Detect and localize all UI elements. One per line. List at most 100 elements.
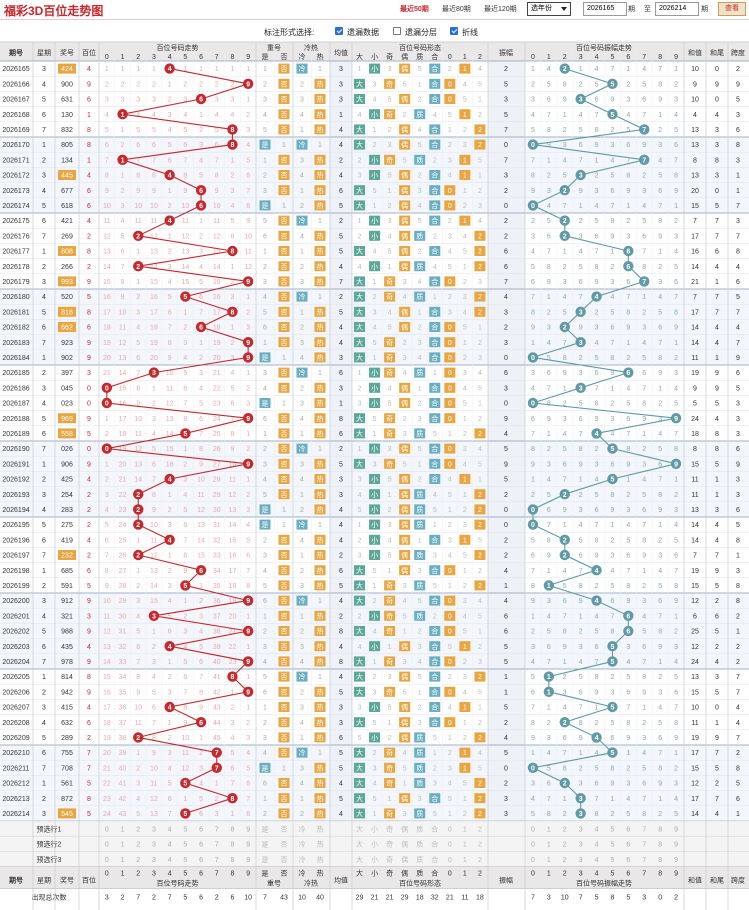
- link-recent-80[interactable]: 最近80期: [442, 6, 471, 13]
- amp-miss-cell: 7: [658, 477, 662, 484]
- hotcold-mark: 热: [317, 505, 324, 514]
- amp-miss-cell: 3: [531, 233, 535, 240]
- digit-miss-cell: 3: [199, 765, 203, 772]
- sum-cell: 11: [691, 492, 698, 499]
- repeat-mark-bg: [278, 656, 290, 667]
- repeat-mark-bg: [278, 109, 290, 120]
- amp-miss-cell: 8: [642, 537, 646, 544]
- preselect-opt: 偶: [401, 825, 408, 834]
- amp-miss-cell: 5: [626, 674, 630, 681]
- repeat-mark: 否: [281, 187, 288, 195]
- query-button[interactable]: 查看: [718, 2, 746, 16]
- form-header-4: 质: [416, 52, 423, 61]
- form-miss: 3: [358, 401, 362, 408]
- issue-cell: 2026170: [2, 142, 29, 149]
- form-miss: 2: [448, 142, 452, 149]
- digit-miss-cell: 29: [213, 492, 221, 499]
- form-mark: 0: [448, 325, 452, 332]
- issue-cell: 2026195: [2, 522, 29, 529]
- amp-miss-cell: 6: [626, 279, 630, 286]
- repeat-miss: 3: [263, 735, 267, 742]
- hotcold-miss: 2: [300, 629, 304, 636]
- missing-data-checkbox[interactable]: [335, 27, 343, 35]
- digit-miss-cell: 2: [246, 720, 250, 727]
- avg-cell-bg: [330, 638, 352, 654]
- form-mark: 0: [448, 659, 452, 666]
- form-mark-bg: [459, 702, 471, 712]
- year-select[interactable]: 选年份: [527, 2, 571, 16]
- form-mark: 质: [416, 292, 423, 301]
- preselect-row-bg: [0, 836, 749, 852]
- amp-miss-cell: 2: [531, 218, 535, 225]
- hotcold-mark-bg: [314, 352, 326, 363]
- digit-miss-cell: 8: [136, 385, 140, 392]
- week-cell: 7: [42, 340, 46, 347]
- form-mark: 大: [356, 748, 363, 757]
- avg-cell-bg: [330, 213, 352, 229]
- missing-layer-checkbox[interactable]: [393, 27, 401, 35]
- form-mark-bg: [444, 200, 456, 211]
- form-mark: 奇: [386, 414, 393, 423]
- form-mark: 偶: [401, 444, 408, 453]
- repeat-miss: 6: [263, 233, 267, 240]
- form-mark-bg: [474, 291, 486, 302]
- form-mark-bg: [384, 413, 396, 424]
- form-miss: 3: [463, 598, 467, 605]
- to-issue-input[interactable]: 2026214: [655, 2, 699, 16]
- link-recent-120[interactable]: 最近120期: [484, 6, 517, 13]
- sum-tail-cell: 3: [715, 507, 719, 514]
- digit-miss-cell: 14: [119, 370, 127, 377]
- amp-cell: 3: [504, 385, 508, 392]
- repeat-miss: 5: [263, 127, 267, 134]
- repeat-miss: 2: [263, 446, 267, 453]
- form-mark: 合: [431, 475, 438, 484]
- form-mark-bg: [429, 671, 441, 682]
- digit-miss-cell: 24: [213, 416, 221, 423]
- hundred-cell: 2: [87, 233, 91, 240]
- digit-miss-cell: 40: [119, 765, 127, 772]
- repeat-mark: 否: [281, 293, 288, 301]
- digit-miss-cell: 3: [183, 340, 187, 347]
- avg-cell-bg: [330, 395, 352, 411]
- amp-cell-bg: [488, 61, 525, 77]
- amp-miss-cell: 4: [547, 66, 551, 73]
- digit-miss-cell: 10: [166, 370, 174, 377]
- preselect-opt: 质: [416, 840, 423, 849]
- digit-miss-cell: 6: [183, 142, 187, 149]
- hotcold-mark-bg: [314, 534, 326, 545]
- link-recent-50[interactable]: 最近50期: [400, 6, 429, 13]
- span-cell: 3: [736, 401, 740, 408]
- form-mark: 奇: [386, 748, 393, 757]
- amp-miss-cell: 7: [563, 340, 567, 347]
- amp-miss-cell: 4: [563, 705, 567, 712]
- digit-miss-cell: 4: [136, 796, 140, 803]
- missing-layer-label: 遗漏分层: [405, 28, 437, 37]
- repeat-mark-bg: [278, 580, 290, 591]
- digit-miss-cell: 2: [121, 188, 125, 195]
- digit-miss-cell: 4: [183, 112, 187, 119]
- repeat-yes-header: 是: [262, 53, 269, 61]
- amp-miss-cell: 9: [547, 416, 551, 423]
- form-mark: 偶: [401, 733, 408, 742]
- sum-tail-cell: 5: [715, 765, 719, 772]
- amp-miss-cell: 8: [642, 674, 646, 681]
- preselect-opt: 奇: [386, 840, 393, 849]
- repeat-mark-bg: [278, 276, 290, 287]
- form-mark-bg: [384, 762, 396, 773]
- from-issue-input[interactable]: 2026165: [583, 2, 627, 16]
- repeat-mark: 否: [281, 460, 288, 468]
- sum-cell: 24: [691, 416, 699, 423]
- form-miss: 5: [433, 583, 437, 590]
- issue-cell: 2026179: [2, 279, 29, 286]
- avg-cell-bg: [330, 289, 352, 305]
- preselect-opt: 0: [448, 842, 452, 849]
- amp-cell: 2: [504, 325, 508, 332]
- col-sum-tail-header: 和尾: [710, 48, 724, 57]
- amp-miss-cell: 3: [626, 233, 630, 240]
- amp-miss-cell: 7: [531, 568, 535, 575]
- form-mark-bg: [384, 276, 396, 287]
- week-cell: 7: [42, 446, 46, 453]
- line-checkbox[interactable]: [450, 27, 458, 35]
- digit-miss-cell: 13: [150, 811, 158, 818]
- form-mark: 合: [431, 672, 438, 681]
